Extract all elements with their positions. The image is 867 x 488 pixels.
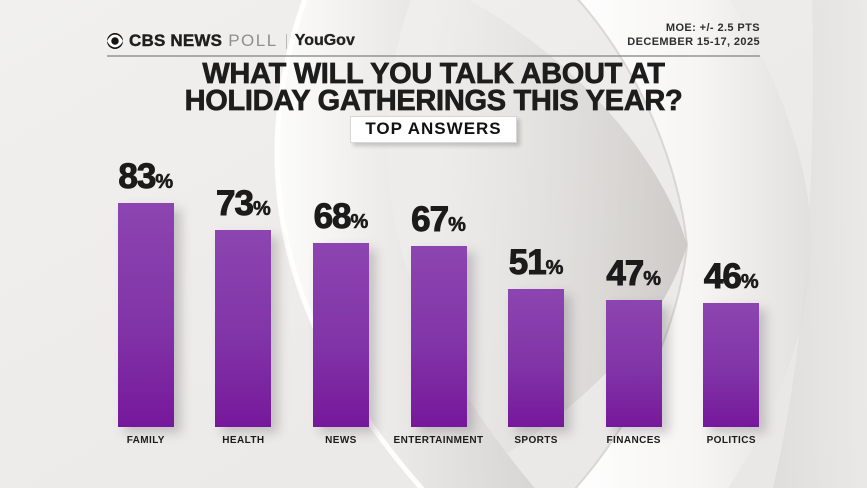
margin-of-error: MOE: +/- 2.5 PTS: [665, 22, 760, 34]
bar-value-label: 68%: [313, 197, 369, 236]
percent-sign: %: [740, 271, 759, 294]
bar-category-label: FAMILY: [126, 435, 165, 446]
bar-category-label: ENTERTAINMENT: [393, 435, 484, 446]
title-line-1: WHAT WILL YOU TALK ABOUT AT: [202, 58, 665, 90]
bar-value-label: 51%: [508, 243, 564, 282]
cbs-eye-icon: [107, 33, 123, 49]
percent-sign: %: [643, 268, 662, 291]
bar-category-label: POLITICS: [706, 435, 756, 446]
bar-group-sports: 51% SPORTS: [487, 160, 585, 446]
percent-sign: %: [545, 257, 564, 280]
badge-row: TOP ANSWERS: [0, 116, 867, 143]
bar-value-label: 83%: [118, 157, 174, 196]
poll-meta: MOE: +/- 2.5 PTS DECEMBER 15-17, 2025: [627, 21, 760, 49]
bar: [215, 230, 272, 427]
cbs-news-poll-logo: CBS NEWS POLL YouGov: [107, 31, 355, 51]
bar: [605, 300, 662, 427]
percent-sign: %: [448, 214, 466, 237]
bar-group-family: 83% FAMILY: [97, 157, 195, 446]
bar-category-label: SPORTS: [514, 435, 558, 446]
bar-group-health: 73% HEALTH: [195, 160, 293, 446]
bar-value-label: 73%: [216, 184, 272, 223]
title-line-2: HOLIDAY GATHERINGS THIS YEAR?: [184, 85, 683, 117]
bar: [312, 243, 369, 427]
poll-dates: DECEMBER 15-17, 2025: [627, 36, 760, 48]
bar-group-politics: 46% POLITICS: [682, 160, 780, 446]
bar-value-label: 46%: [703, 257, 759, 296]
percent-sign: %: [155, 171, 174, 194]
header-rule: [107, 55, 760, 57]
top-answers-badge: TOP ANSWERS: [350, 116, 517, 143]
logo-divider: [285, 33, 287, 49]
percent-sign: %: [350, 211, 369, 234]
cbs-news-wordmark: CBS NEWS: [129, 31, 223, 50]
bar-value-label: 47%: [606, 254, 662, 293]
bar-chart: 83% FAMILY 73% HEALTH 68% NEWS 67% ENTER…: [97, 157, 780, 447]
bar-group-news: 68% NEWS: [292, 160, 390, 446]
bar-category-label: HEALTH: [222, 435, 265, 446]
bar: [410, 246, 467, 427]
page-title: WHAT WILL YOU TALK ABOUT AT HOLIDAY GATH…: [0, 58, 867, 117]
poll-wordmark: POLL: [228, 31, 278, 50]
bar-value-label: 67%: [411, 200, 467, 239]
bar: [117, 203, 174, 427]
yougov-wordmark: YouGov: [294, 32, 355, 49]
bar-group-entertainment: 67% ENTERTAINMENT: [390, 160, 488, 447]
bar-category-label: FINANCES: [606, 435, 661, 446]
bar: [508, 289, 565, 427]
percent-sign: %: [252, 198, 271, 221]
bar-group-finances: 47% FINANCES: [585, 160, 683, 446]
bar: [703, 303, 760, 427]
bar-category-label: NEWS: [325, 435, 357, 446]
